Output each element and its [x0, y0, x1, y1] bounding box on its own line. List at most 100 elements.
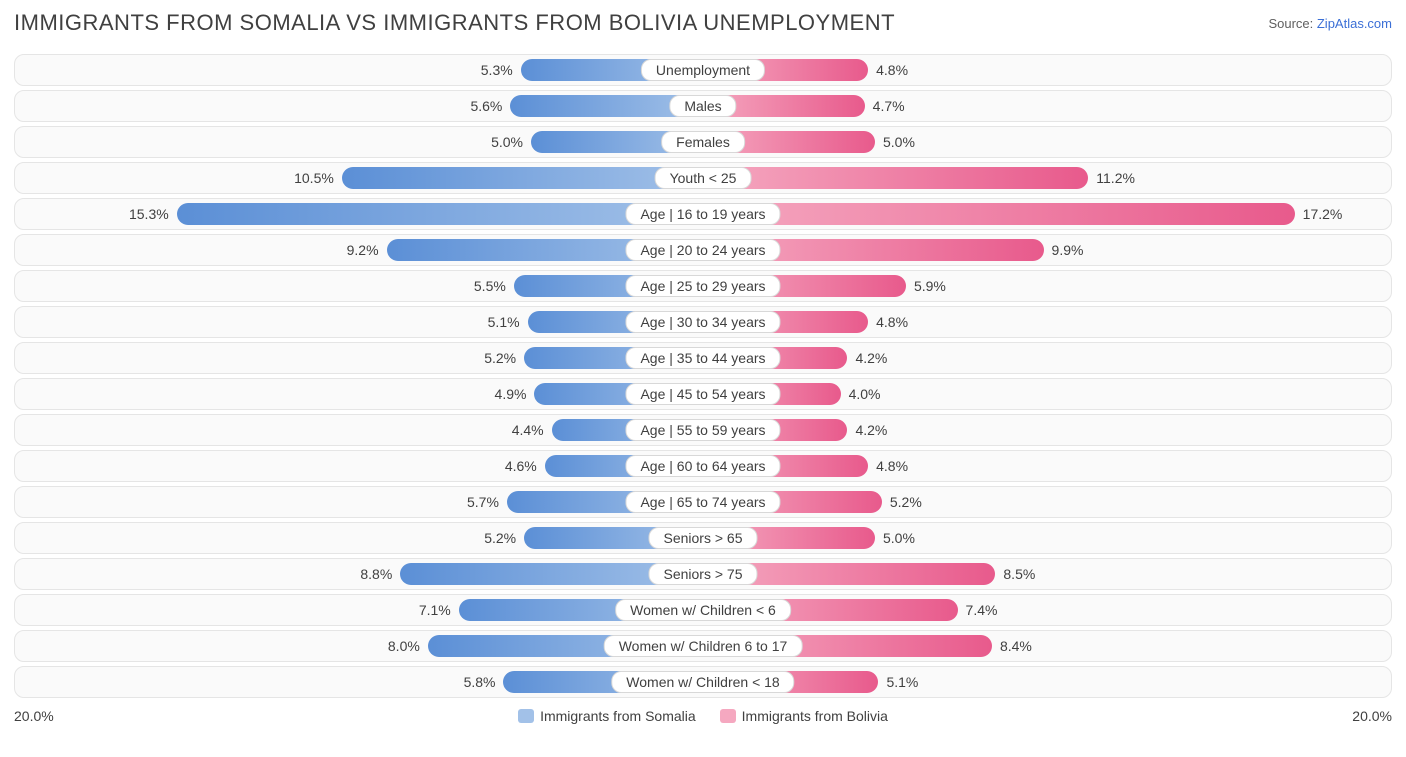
bar-somalia: 15.3%	[177, 203, 703, 225]
bar-left-half: 5.2%	[15, 523, 703, 553]
bar-value-left: 8.8%	[360, 566, 392, 582]
axis-left-max: 20.0%	[14, 708, 54, 724]
category-label: Age | 65 to 74 years	[625, 491, 780, 513]
bar-value-left: 7.1%	[419, 602, 451, 618]
category-label: Age | 45 to 54 years	[625, 383, 780, 405]
bar-value-left: 15.3%	[129, 206, 169, 222]
category-label: Age | 30 to 34 years	[625, 311, 780, 333]
legend-label: Immigrants from Somalia	[540, 708, 696, 724]
chart-row: 5.7% 5.2% Age | 65 to 74 years	[14, 486, 1392, 518]
bar-right-half: 9.9%	[703, 235, 1391, 265]
bar-value-right: 4.0%	[849, 386, 881, 402]
bar-value-right: 5.2%	[890, 494, 922, 510]
chart-row: 5.8% 5.1% Women w/ Children < 18	[14, 666, 1392, 698]
axis-right-max: 20.0%	[1352, 708, 1392, 724]
chart-row: 5.5%5.9%Age | 25 to 29 years	[14, 270, 1392, 302]
chart-row: 7.1% 7.4% Women w/ Children < 6	[14, 594, 1392, 626]
bar-right-half: 5.0%	[703, 127, 1391, 157]
bar-value-left: 10.5%	[294, 170, 334, 186]
bar-right-half: 8.4%	[703, 631, 1391, 661]
bar-left-half: 4.9%	[15, 379, 703, 409]
bar-value-right: 4.8%	[876, 314, 908, 330]
chart-row: 5.1% 4.8% Age | 30 to 34 years	[14, 306, 1392, 338]
bar-value-right: 17.2%	[1303, 206, 1343, 222]
diverging-bar-chart: 5.3%4.8%Unemployment5.6%4.7%Males5.0%5.0…	[14, 54, 1392, 698]
bar-value-left: 4.9%	[495, 386, 527, 402]
chart-row: 5.0% 5.0% Females	[14, 126, 1392, 158]
bar-right-half: 8.5%	[703, 559, 1391, 589]
bar-value-left: 5.8%	[464, 674, 496, 690]
bar-left-half: 5.3%	[15, 55, 703, 85]
bar-right-half: 11.2%	[703, 163, 1391, 193]
bar-right-half: 4.2%	[703, 415, 1391, 445]
bar-bolivia: 17.2%	[703, 203, 1295, 225]
category-label: Age | 25 to 29 years	[625, 275, 780, 297]
category-label: Males	[669, 95, 736, 117]
bar-bolivia: 11.2%	[703, 167, 1088, 189]
legend: Immigrants from Somalia Immigrants from …	[518, 708, 888, 724]
chart-header: IMMIGRANTS FROM SOMALIA VS IMMIGRANTS FR…	[14, 10, 1392, 36]
bar-left-half: 5.6%	[15, 91, 703, 121]
bar-value-right: 4.2%	[855, 350, 887, 366]
chart-row: 9.2%9.9%Age | 20 to 24 years	[14, 234, 1392, 266]
chart-row: 5.2% 4.2% Age | 35 to 44 years	[14, 342, 1392, 374]
bar-value-left: 4.4%	[512, 422, 544, 438]
chart-row: 4.9% 4.0% Age | 45 to 54 years	[14, 378, 1392, 410]
chart-footer: 20.0% Immigrants from Somalia Immigrants…	[14, 704, 1392, 728]
chart-row: 5.6%4.7%Males	[14, 90, 1392, 122]
bar-value-right: 11.2%	[1096, 170, 1135, 186]
bar-left-half: 5.8%	[15, 667, 703, 697]
bar-left-half: 7.1%	[15, 595, 703, 625]
bar-value-right: 8.4%	[1000, 638, 1032, 654]
bar-value-left: 5.7%	[467, 494, 499, 510]
bar-value-right: 4.2%	[855, 422, 887, 438]
bar-value-left: 5.6%	[470, 98, 502, 114]
legend-item-somalia: Immigrants from Somalia	[518, 708, 696, 724]
chart-row: 8.8%8.5%Seniors > 75	[14, 558, 1392, 590]
category-label: Seniors > 65	[649, 527, 758, 549]
source-link[interactable]: ZipAtlas.com	[1317, 16, 1392, 31]
category-label: Age | 60 to 64 years	[625, 455, 780, 477]
bar-left-half: 5.7%	[15, 487, 703, 517]
category-label: Women w/ Children < 18	[611, 671, 794, 693]
category-label: Age | 35 to 44 years	[625, 347, 780, 369]
bar-left-half: 15.3%	[15, 199, 703, 229]
source-prefix: Source:	[1268, 16, 1316, 31]
chart-row: 10.5%11.2%Youth < 25	[14, 162, 1392, 194]
bar-right-half: 4.8%	[703, 307, 1391, 337]
bar-value-left: 5.3%	[481, 62, 513, 78]
bar-value-left: 8.0%	[388, 638, 420, 654]
chart-row: 8.0%8.4%Women w/ Children 6 to 17	[14, 630, 1392, 662]
bar-right-half: 4.0%	[703, 379, 1391, 409]
bar-right-half: 7.4%	[703, 595, 1391, 625]
chart-title: IMMIGRANTS FROM SOMALIA VS IMMIGRANTS FR…	[14, 10, 895, 36]
bar-left-half: 5.1%	[15, 307, 703, 337]
category-label: Youth < 25	[655, 167, 752, 189]
category-label: Women w/ Children < 6	[615, 599, 791, 621]
bar-left-half: 4.4%	[15, 415, 703, 445]
bar-value-left: 4.6%	[505, 458, 537, 474]
bar-value-left: 5.2%	[484, 530, 516, 546]
bar-value-right: 5.0%	[883, 134, 915, 150]
bar-right-half: 17.2%	[703, 199, 1391, 229]
legend-item-bolivia: Immigrants from Bolivia	[720, 708, 888, 724]
category-label: Age | 16 to 19 years	[625, 203, 780, 225]
bar-value-right: 7.4%	[966, 602, 998, 618]
bar-right-half: 4.8%	[703, 55, 1391, 85]
bar-right-half: 5.2%	[703, 487, 1391, 517]
bar-value-left: 5.1%	[488, 314, 520, 330]
chart-row: 5.3%4.8%Unemployment	[14, 54, 1392, 86]
bar-value-left: 5.0%	[491, 134, 523, 150]
bar-left-half: 5.0%	[15, 127, 703, 157]
bar-value-left: 5.2%	[484, 350, 516, 366]
chart-row: 15.3%17.2%Age | 16 to 19 years	[14, 198, 1392, 230]
bar-value-left: 5.5%	[474, 278, 506, 294]
category-label: Females	[661, 131, 745, 153]
legend-label: Immigrants from Bolivia	[742, 708, 888, 724]
bar-right-half: 4.8%	[703, 451, 1391, 481]
chart-row: 4.4% 4.2% Age | 55 to 59 years	[14, 414, 1392, 446]
bar-left-half: 5.2%	[15, 343, 703, 373]
bar-value-right: 5.1%	[886, 674, 918, 690]
bar-right-half: 5.1%	[703, 667, 1391, 697]
category-label: Age | 55 to 59 years	[625, 419, 780, 441]
